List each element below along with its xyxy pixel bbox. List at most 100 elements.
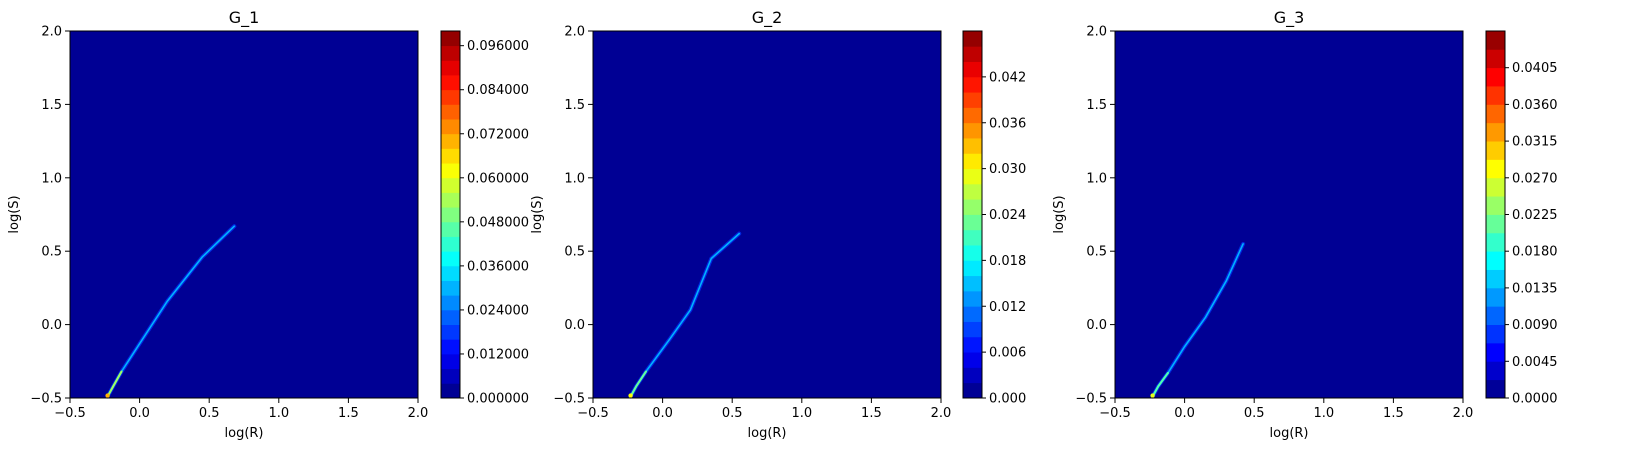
colorbar-level-2-18	[963, 107, 982, 124]
colorbar-level-1-22	[441, 60, 460, 76]
colorbar-level-1-12	[441, 207, 460, 223]
colorbar-level-3-6	[1486, 269, 1505, 289]
panel-title-1: G_1	[229, 8, 260, 28]
colorbar-level-1-21	[441, 75, 460, 91]
x-tick-label-3-4: 1.5	[1383, 406, 1404, 421]
y-axis-label-2: log(S)	[530, 195, 545, 233]
axes-frame-1	[69, 30, 419, 399]
colorbar-level-3-7	[1486, 251, 1505, 270]
y-tick-label-3-2: 0.5	[1086, 245, 1107, 260]
colorbar-level-3-4	[1486, 306, 1505, 325]
colorbar-level-1-3	[441, 339, 460, 355]
colorbar-level-2-16	[963, 138, 982, 154]
colorbar-level-2-2	[963, 352, 982, 368]
colorbar-level-1-2	[441, 353, 460, 370]
colorbar-level-2-13	[963, 183, 982, 200]
ridge-peak-1	[105, 393, 110, 398]
colorbar-1: 0.000000 0.012000 0.024000 0.036000 0.048000…	[440, 30, 529, 407]
colorbar-tick-label-2-1: 0.006	[989, 346, 1026, 361]
colorbar-tick-label-3-2: 0.0090	[1512, 318, 1558, 333]
colorbar-level-2-17	[963, 122, 982, 139]
x-tick-label-3-3: 1.0	[1313, 406, 1334, 421]
x-tick-label-2-4: 1.5	[861, 406, 882, 421]
heatmap-background-1	[70, 31, 418, 398]
colorbar-tick-label-2-3: 0.018	[989, 254, 1026, 269]
colorbar-level-1-1	[441, 368, 460, 384]
colorbar-level-3-1	[1486, 361, 1505, 381]
colorbar-level-2-6	[963, 290, 982, 307]
x-tick-label-1-4: 1.5	[338, 406, 359, 421]
colorbar-tick-label-3-9: 0.0405	[1512, 61, 1558, 76]
colorbar-tick-label-2-6: 0.036	[989, 116, 1026, 131]
heatmap-background-3	[1115, 31, 1463, 398]
x-tick-label-1-3: 1.0	[268, 406, 289, 421]
colorbar-tick-label-3-8: 0.0360	[1512, 98, 1558, 113]
colorbar-level-2-10	[963, 229, 982, 246]
colorbar-level-3-9	[1486, 214, 1505, 234]
colorbar-tick-label-3-3: 0.0135	[1512, 281, 1558, 296]
x-tick-label-1-5: 2.0	[408, 406, 429, 421]
x-axis-label-3: log(R)	[1270, 426, 1309, 441]
colorbar-tick-label-1-7: 0.084000	[467, 83, 529, 98]
x-tick-label-2-5: 2.0	[931, 406, 952, 421]
x-axis-label-2: log(R)	[748, 426, 787, 441]
colorbar-level-3-8	[1486, 232, 1505, 252]
colorbar-level-1-13	[441, 192, 460, 208]
colorbar-tick-label-3-7: 0.0315	[1512, 135, 1558, 150]
y-tick-label-2-0: −0.5	[553, 392, 585, 407]
colorbar-tick-label-1-5: 0.060000	[467, 171, 529, 186]
y-tick-label-1-1: 0.0	[41, 318, 62, 333]
panel-title-3: G_3	[1274, 8, 1305, 28]
y-tick-label-3-0: −0.5	[1075, 392, 1107, 407]
panel-title-2: G_2	[752, 8, 783, 28]
colorbar-level-3-3	[1486, 324, 1505, 344]
colorbar-level-2-5	[963, 306, 982, 322]
x-tick-label-1-2: 0.5	[199, 406, 220, 421]
colorbar-level-2-14	[963, 168, 982, 185]
colorbar-level-2-0	[963, 382, 982, 399]
y-tick-label-3-4: 1.5	[1086, 98, 1107, 113]
colorbar-tick-label-2-4: 0.024	[989, 208, 1026, 223]
colorbar-level-1-6	[441, 295, 460, 311]
y-tick-label-2-1: 0.0	[564, 318, 585, 333]
colorbar-level-2-21	[963, 61, 982, 78]
colorbar-tick-label-2-2: 0.012	[989, 300, 1026, 315]
ridge-tip-1	[106, 370, 123, 398]
colorbar-tick-label-1-1: 0.012000	[467, 347, 529, 362]
colorbar-level-2-23	[963, 31, 982, 47]
colorbar-level-1-20	[441, 89, 460, 105]
colorbar-tick-label-1-4: 0.048000	[467, 215, 529, 230]
colorbar-level-1-9	[441, 251, 460, 267]
x-tick-label-2-3: 1.0	[791, 406, 812, 421]
y-axis-label-3: log(S)	[1052, 195, 1067, 233]
colorbar-level-1-8	[441, 265, 460, 281]
colorbar-2: 0.000 0.006 0.012 0.018 0.024 0.030 0.036 0.042	[962, 30, 1026, 407]
colorbar-level-1-18	[441, 119, 460, 135]
x-tick-label-3-2: 0.5	[1244, 406, 1265, 421]
colorbar-level-1-0	[441, 383, 460, 399]
colorbar-level-2-7	[963, 275, 982, 292]
colorbar-tick-label-2-0: 0.000	[989, 392, 1026, 407]
colorbar-level-2-12	[963, 199, 982, 215]
colorbar-level-2-4	[963, 321, 982, 338]
colorbar-frame-1	[440, 30, 461, 399]
y-tick-label-1-2: 0.5	[41, 245, 62, 260]
colorbar-level-3-14	[1486, 122, 1505, 142]
colorbar-tick-label-3-6: 0.0270	[1512, 171, 1558, 186]
colorbar-level-3-2	[1486, 342, 1505, 362]
colorbar-level-3-10	[1486, 196, 1505, 215]
x-tick-label-3-0: −0.5	[1099, 406, 1131, 421]
colorbar-level-1-11	[441, 221, 460, 237]
x-tick-label-2-1: 0.0	[652, 406, 673, 421]
colorbar-level-2-1	[963, 367, 982, 384]
colorbar-level-1-16	[441, 148, 460, 164]
colorbar-level-3-18	[1486, 49, 1505, 69]
y-tick-label-1-5: 2.0	[41, 25, 62, 40]
colorbar-level-3-12	[1486, 159, 1505, 179]
colorbar-tick-label-1-0: 0.000000	[467, 392, 529, 407]
y-axis-label-1: log(S)	[7, 195, 22, 233]
y-tick-label-2-3: 1.0	[564, 171, 585, 186]
y-tick-label-1-0: −0.5	[30, 392, 62, 407]
colorbar-level-3-11	[1486, 177, 1505, 197]
y-tick-label-3-3: 1.0	[1086, 171, 1107, 186]
